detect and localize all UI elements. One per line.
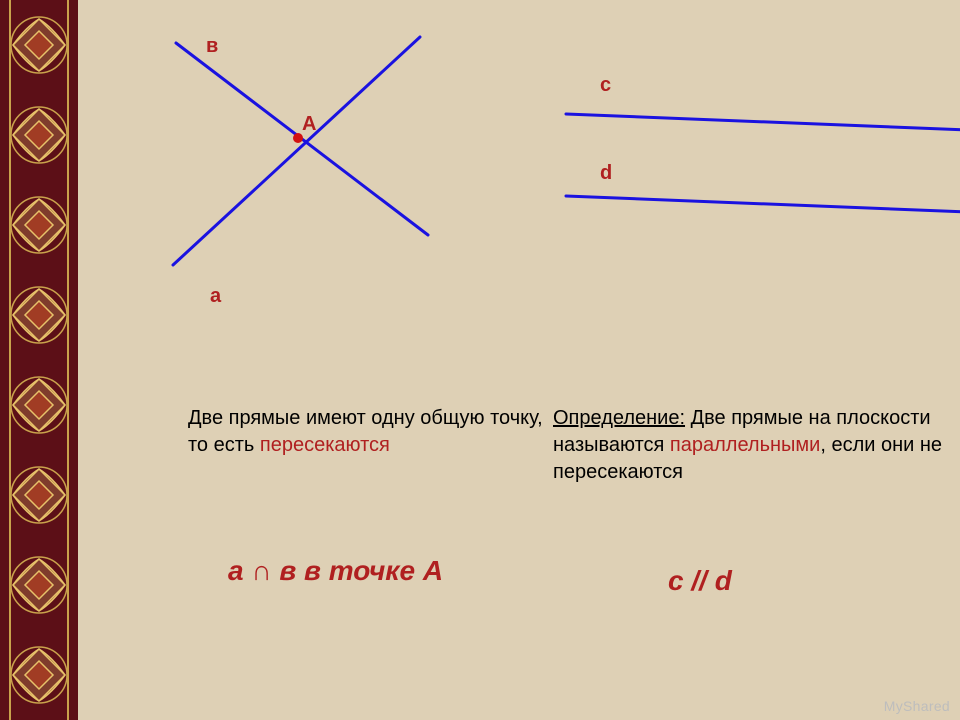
desc-left-highlight: пересекаются	[260, 434, 390, 456]
parallel-lines-figure	[528, 60, 960, 230]
parallel-definition: Определение: Две прямые на плоскости наз…	[553, 405, 960, 486]
definition-label: Определение:	[553, 407, 685, 429]
line-label-c: с	[600, 74, 611, 97]
line-label-d: d	[600, 162, 612, 185]
intersecting-lines-figure	[118, 15, 458, 275]
line-label-a: а	[210, 285, 221, 308]
desc-right-highlight: параллельными	[670, 434, 820, 456]
parallel-notation: с // d	[668, 565, 732, 597]
slide-content: в а А с d Две прямые имеют одну общую то…	[78, 0, 960, 720]
ornament-sidebar	[0, 0, 78, 720]
point-label-A: А	[302, 113, 316, 136]
intersecting-description: Две прямые имеют одну общую точку, то ес…	[188, 405, 548, 459]
intersection-notation: а ∩ в в точке А	[228, 555, 443, 587]
line-label-v: в	[206, 35, 218, 58]
watermark: MyShared	[884, 698, 950, 714]
